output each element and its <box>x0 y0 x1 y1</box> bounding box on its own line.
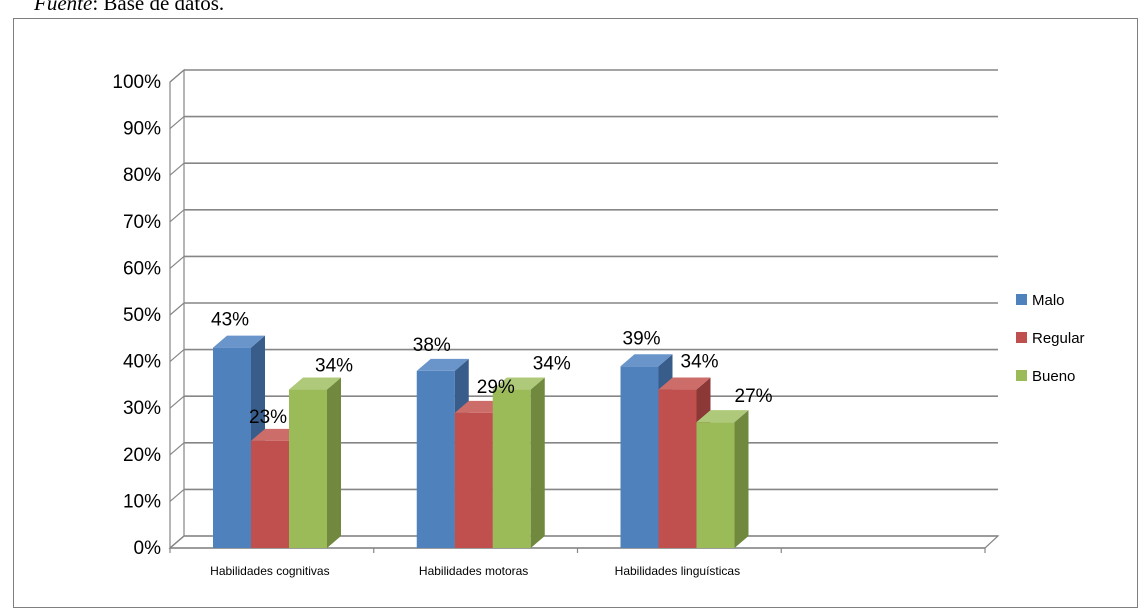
source-caption-rest: : Base de datos. <box>92 0 225 15</box>
legend-swatch-bueno <box>1016 370 1027 381</box>
data-label: 23% <box>249 407 287 428</box>
y-tick-label: 40% <box>123 352 161 373</box>
data-label: 34% <box>681 352 719 373</box>
y-tick-label: 80% <box>123 165 161 186</box>
y-tick-label: 50% <box>123 305 161 326</box>
bar-top-malo <box>620 354 673 367</box>
bar-malo <box>620 366 659 548</box>
bar-regular <box>251 440 289 548</box>
gridline-diagonal <box>169 349 185 363</box>
gridline-diagonal <box>169 395 185 409</box>
legend-swatch-malo <box>1016 294 1027 305</box>
x-tick-label: Habilidades cognitivas <box>210 564 329 578</box>
bar-top-bueno <box>289 377 341 390</box>
bar-top-malo <box>416 358 469 371</box>
y-tick-label: 20% <box>123 445 161 466</box>
gridline-diagonal <box>169 442 185 456</box>
bar-top-regular <box>658 377 711 390</box>
y-tick-label: 60% <box>123 258 161 279</box>
y-tick-label: 30% <box>123 398 161 419</box>
bar-malo <box>416 370 455 548</box>
legend-swatch-regular <box>1016 332 1027 343</box>
data-label: 39% <box>623 328 661 349</box>
y-tick-label: 10% <box>123 491 161 512</box>
bar-side-bueno <box>530 377 545 548</box>
data-label: 34% <box>533 354 571 375</box>
source-caption: Fuente: Base de datos. <box>34 0 224 16</box>
y-tick-label: 0% <box>134 538 162 559</box>
data-label: 38% <box>413 335 451 356</box>
source-caption-prefix: Fuente <box>34 0 93 15</box>
y-tick-label: 70% <box>123 212 161 233</box>
x-tick-label: Habilidades linguísticas <box>615 564 740 578</box>
x-tick-label: Habilidades motoras <box>419 564 528 578</box>
gridline-diagonal <box>169 488 185 502</box>
bar-top-malo <box>213 335 265 348</box>
gridline-diagonal <box>169 255 185 269</box>
gridline-diagonal <box>169 69 185 83</box>
bar-side-bueno <box>327 377 341 548</box>
data-label: 27% <box>735 386 773 407</box>
gridline-diagonal <box>169 162 185 176</box>
legend-label: Malo <box>1032 292 1065 309</box>
y-tick-label: 100% <box>112 72 161 93</box>
bar-top-bueno <box>492 377 545 390</box>
gridline-diagonal <box>169 116 185 130</box>
bar-bueno <box>492 389 531 548</box>
bar-top-bueno <box>696 410 749 423</box>
gridline-diagonal <box>169 209 185 223</box>
data-label: 43% <box>211 310 249 331</box>
gridline-diagonal <box>169 302 185 316</box>
y-tick-label: 90% <box>123 119 161 140</box>
legend-label: Regular <box>1032 330 1085 347</box>
data-label: 34% <box>315 356 353 377</box>
bar-bueno <box>289 389 327 548</box>
bar-side-bueno <box>734 410 749 548</box>
legend-label: Bueno <box>1032 368 1075 385</box>
bar-malo <box>213 347 251 548</box>
bar-regular <box>658 389 697 548</box>
bar-bueno <box>696 422 735 548</box>
data-label: 29% <box>477 377 515 398</box>
bar-regular <box>454 412 493 548</box>
